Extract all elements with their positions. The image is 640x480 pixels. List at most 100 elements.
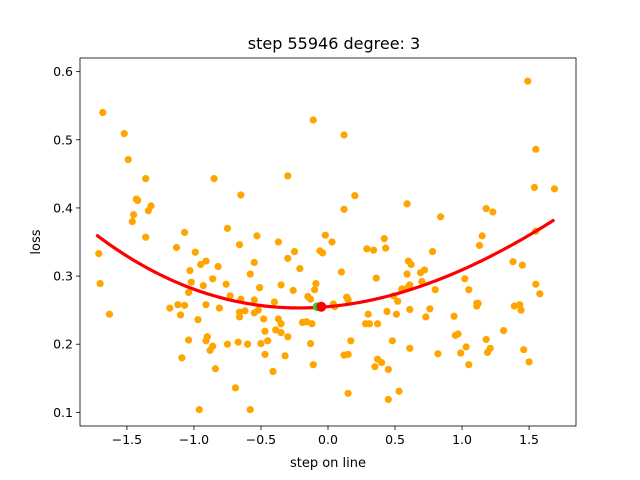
scatter-point [178,354,186,362]
scatter-point [510,302,518,310]
scatter-point [431,286,439,294]
scatter-point [105,310,114,318]
y-tick-label: 0.5 [53,132,73,147]
scatter-point [234,338,242,346]
scatter-point [134,196,142,205]
scatter-point [270,298,278,306]
scatter-point [347,337,355,345]
scatter-point [256,284,264,292]
scatter-point [369,246,378,254]
scatter-point [174,301,182,309]
scatter-point [483,348,492,356]
scatter-point [284,254,292,262]
scatter-point [380,234,388,243]
scatter-point [337,268,346,276]
scatter-point [195,406,203,414]
chart-title: step 55946 degree: 3 [248,34,420,53]
scatter-point [344,389,352,397]
scatter-point [388,337,396,345]
x-tick-label: 0.0 [318,432,338,447]
scatter-point [210,175,218,183]
scatter-point [532,145,540,153]
scatter-point [308,320,316,328]
scatter-point [142,233,150,241]
scatter-point [475,241,484,250]
scatter-point [309,116,317,124]
scatter-point [202,257,210,265]
scatter-point [340,351,348,359]
current-point [316,301,327,312]
scatter-point [186,267,194,275]
scatter-point [260,315,268,323]
scatter-point [406,344,414,352]
x-axis: −1.5 −1.0 −0.5 0.0 0.5 1.0 1.5 [112,426,539,447]
scatter-point [478,232,486,240]
scatter-point [394,297,402,305]
scatter-point [235,241,244,249]
scatter-point [319,249,327,257]
x-tick-label: −0.5 [246,432,276,447]
scatter-point [243,340,252,348]
scatter-point [340,131,348,139]
scatter-point [451,331,459,339]
scatter-point [142,175,150,183]
scatter-point [536,290,544,298]
x-tick-label: 1.0 [452,432,472,447]
scatter-point [246,270,254,278]
scatter-point [96,279,104,288]
y-tick-label: 0.1 [53,405,73,420]
scatter-point [365,320,374,328]
scatter-point [312,279,320,288]
scatter-point [277,281,285,289]
scatter-point [428,247,437,256]
scatter-point [237,191,245,199]
scatter-point [363,245,371,253]
scatter-point [550,185,559,193]
scatter-point [99,108,107,117]
scatter-point [226,292,234,300]
scatter-point [530,183,539,192]
scatter-point [372,274,380,282]
scatter-point [241,307,249,315]
scatter-point [176,311,185,319]
x-tick-label: 1.5 [519,432,539,447]
scatter-point [461,275,469,283]
scatter-point [378,359,386,367]
scatter-point [284,172,292,180]
scatter-point [403,270,411,278]
scatter-point [264,337,272,345]
scatter-point [473,299,481,307]
scatter-point [209,275,217,283]
scatter-point [482,205,490,213]
scatter-point [310,286,319,294]
scatter-point [269,367,277,376]
scatter-point [191,248,199,256]
scatter-point [223,224,232,232]
scatter-point [124,155,132,164]
scatter-point [462,343,470,351]
scatter-point [277,329,285,337]
y-tick-label: 0.3 [53,269,73,284]
scatter-point [371,363,379,371]
scatter-point [289,286,297,294]
scatter-point [184,288,193,297]
scatter-point [437,213,445,221]
scatter-point [202,337,210,345]
scatter-point [253,232,261,240]
scatter-point [517,306,525,314]
plot-area [95,77,559,414]
scatter-point [406,305,414,314]
scatter-point [296,264,304,273]
scatter-point [306,295,315,303]
scatter-point [215,304,224,312]
scatter-point [374,320,382,328]
scatter-point [206,346,214,354]
scatter-point [222,280,230,288]
scatter-point [457,349,465,357]
scatter-point [166,304,174,312]
scatter-point [524,77,532,85]
scatter-point [328,238,336,246]
scatter-point [274,238,282,246]
x-tick-label: 0.5 [385,432,405,447]
scatter-point [509,258,517,266]
